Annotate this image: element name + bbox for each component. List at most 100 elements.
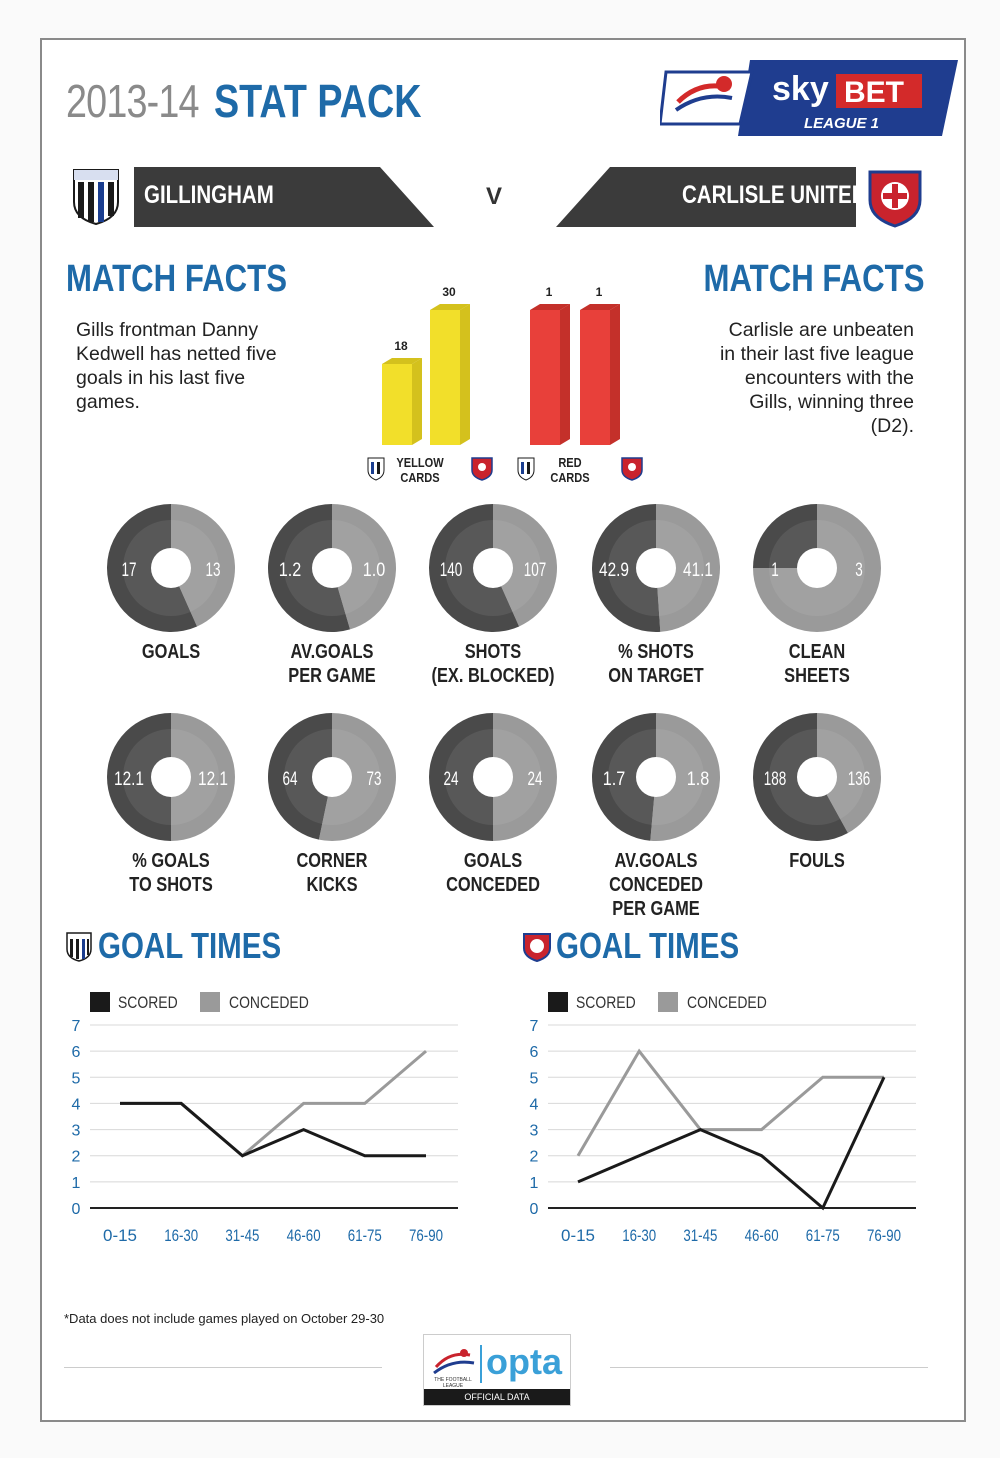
y-tick-label: 0: [530, 1201, 539, 1218]
fact-line: goals in his last five: [76, 367, 246, 389]
donut-home-slice: [268, 504, 351, 632]
donut-away-value: 136: [848, 769, 871, 790]
x-tick-label: 31-45: [683, 1226, 717, 1245]
stat-label-av-goals: AV.GOALS PER GAME: [266, 640, 397, 688]
label-line: YELLOW: [396, 455, 444, 470]
cards-bar-chart: 18 30 1 1: [367, 285, 643, 481]
card-bar-top: [382, 358, 422, 364]
y-tick-label: 2: [530, 1149, 539, 1166]
card-bar: [382, 364, 412, 445]
donut-home-value: 17: [122, 560, 137, 581]
label-line: % GOALS: [132, 850, 210, 872]
fact-line: Carlisle are unbeaten: [728, 319, 914, 341]
donut-hole: [797, 548, 837, 588]
match-facts-left-text: Gills frontman Danny Kedwell has netted …: [76, 318, 316, 414]
stat-label-corner-kicks: CORNER KICKS: [266, 849, 397, 897]
goal-times-chart-away: 0 1 2 3 4 5 6 7 0-15 16-30 31-45 46-60 61-75 76-90: [530, 1018, 916, 1245]
y-tick-label: 5: [72, 1070, 81, 1087]
label-line: RED: [558, 455, 582, 470]
opta-divider: [480, 1345, 482, 1383]
x-tick-label: 16-30: [164, 1226, 198, 1245]
card-value-label: 1: [546, 285, 553, 299]
legend-scored-swatch: [548, 992, 568, 1012]
fact-line: Gills frontman Danny: [76, 319, 259, 341]
home-team-name: GILLINGHAM: [144, 181, 274, 209]
stat-label-av-goals-conceded: AV.GOALS CONCEDED PER GAME: [574, 849, 738, 921]
football-league-label: THE FOOTBALL LEAGUE: [434, 1377, 472, 1389]
donut-home-slice: [267, 713, 332, 840]
donut-home-slice: [591, 504, 661, 632]
y-tick-label: 3: [72, 1123, 81, 1140]
donut-away-slice: [318, 713, 396, 841]
card-value-label: 30: [442, 285, 456, 299]
donut-home-value: 1: [771, 560, 779, 581]
donut-home-slice: [592, 713, 656, 841]
y-tick-label: 5: [530, 1070, 539, 1087]
card-bar-top: [580, 304, 620, 310]
home-team-bar: [134, 167, 434, 227]
x-tick-label: 46-60: [745, 1226, 779, 1245]
x-tick-label: 76-90: [409, 1226, 443, 1245]
crest-center: [478, 463, 486, 471]
label-line: KICKS: [306, 874, 358, 896]
legend-conceded-swatch: [658, 992, 678, 1012]
label-line: (EX. BLOCKED): [431, 665, 555, 687]
donut-home-value: 12.1: [114, 769, 144, 790]
y-tick-label: 0: [72, 1201, 81, 1218]
bet-wordmark: BET: [844, 76, 904, 109]
y-tick-label: 1: [72, 1175, 81, 1192]
crest-stripe: [377, 462, 380, 474]
donut-away-slice: [171, 504, 235, 627]
y-tick-label: 6: [530, 1044, 539, 1061]
card-bar-side: [412, 358, 422, 445]
league1-wordmark: LEAGUE 1: [804, 115, 879, 132]
carlisle-crest-icon: [523, 933, 551, 962]
donut-home-value: 64: [283, 769, 298, 790]
x-tick-label: 61-75: [348, 1226, 382, 1245]
donut-away-slice: [171, 713, 235, 841]
donut-away-value: 1.8: [687, 769, 710, 790]
away-team-name: CARLISLE UNITED: [682, 181, 867, 209]
label-line: TO SHOTS: [129, 874, 213, 896]
label-line: CARDS: [550, 470, 590, 485]
donut-hole: [151, 757, 191, 797]
gillingham-crest-icon: [517, 457, 535, 481]
stat-label-shots: SHOTS (EX. BLOCKED): [427, 640, 558, 688]
y-tick-label: 3: [530, 1123, 539, 1140]
fact-line: Gills, winning three: [749, 391, 914, 413]
card-value-label: 1: [596, 285, 603, 299]
goal-times-heading-away: GOAL TIMES: [556, 925, 740, 966]
goal-times-chart-home: 0 1 2 3 4 5 6 7 0-15 16-30 31-45 46-60 61-75 76-90: [72, 1018, 458, 1245]
legend-scored-label: SCORED: [118, 993, 178, 1012]
y-tick-label: 6: [72, 1044, 81, 1061]
donut-away-slice: [817, 713, 881, 834]
match-facts-heading-right: MATCH FACTS: [703, 258, 924, 300]
opta-official-data-bar: OFFICIAL DATA: [424, 1389, 570, 1405]
donut-away-value: 3: [855, 560, 863, 581]
yellow-cards-label: YELLOW CARDS: [395, 455, 446, 485]
card-bar-side: [610, 304, 620, 445]
goal-times-heading-home: GOAL TIMES: [98, 925, 282, 966]
gillingham-crest-icon: [73, 169, 119, 226]
card-bar: [530, 310, 560, 445]
donut-away-value: 107: [524, 560, 547, 581]
donut-away-value: 12.1: [198, 769, 228, 790]
donut-hole: [151, 548, 191, 588]
donut-away-value: 73: [367, 769, 382, 790]
donut-hole: [312, 757, 352, 797]
conceded-series-line: [576, 1048, 884, 1157]
season-year: 2013-14: [66, 75, 200, 127]
opta-wordmark: opta: [486, 1341, 562, 1382]
gillingham-crest-icon: [66, 932, 92, 962]
donut-home-value: 42.9: [599, 560, 629, 581]
x-tick-label: 76-90: [867, 1226, 901, 1245]
label-line: FOULS: [789, 850, 845, 872]
scored-series-line: [577, 1076, 886, 1211]
donut-hole: [636, 548, 676, 588]
card-bar-top: [530, 304, 570, 310]
donut-hole: [473, 548, 513, 588]
stat-label-shots-on-target: % SHOTS ON TARGET: [590, 640, 721, 688]
x-tick-label: 46-60: [287, 1226, 321, 1245]
label-line: SHEETS: [784, 665, 850, 687]
donut-hole: [636, 757, 676, 797]
